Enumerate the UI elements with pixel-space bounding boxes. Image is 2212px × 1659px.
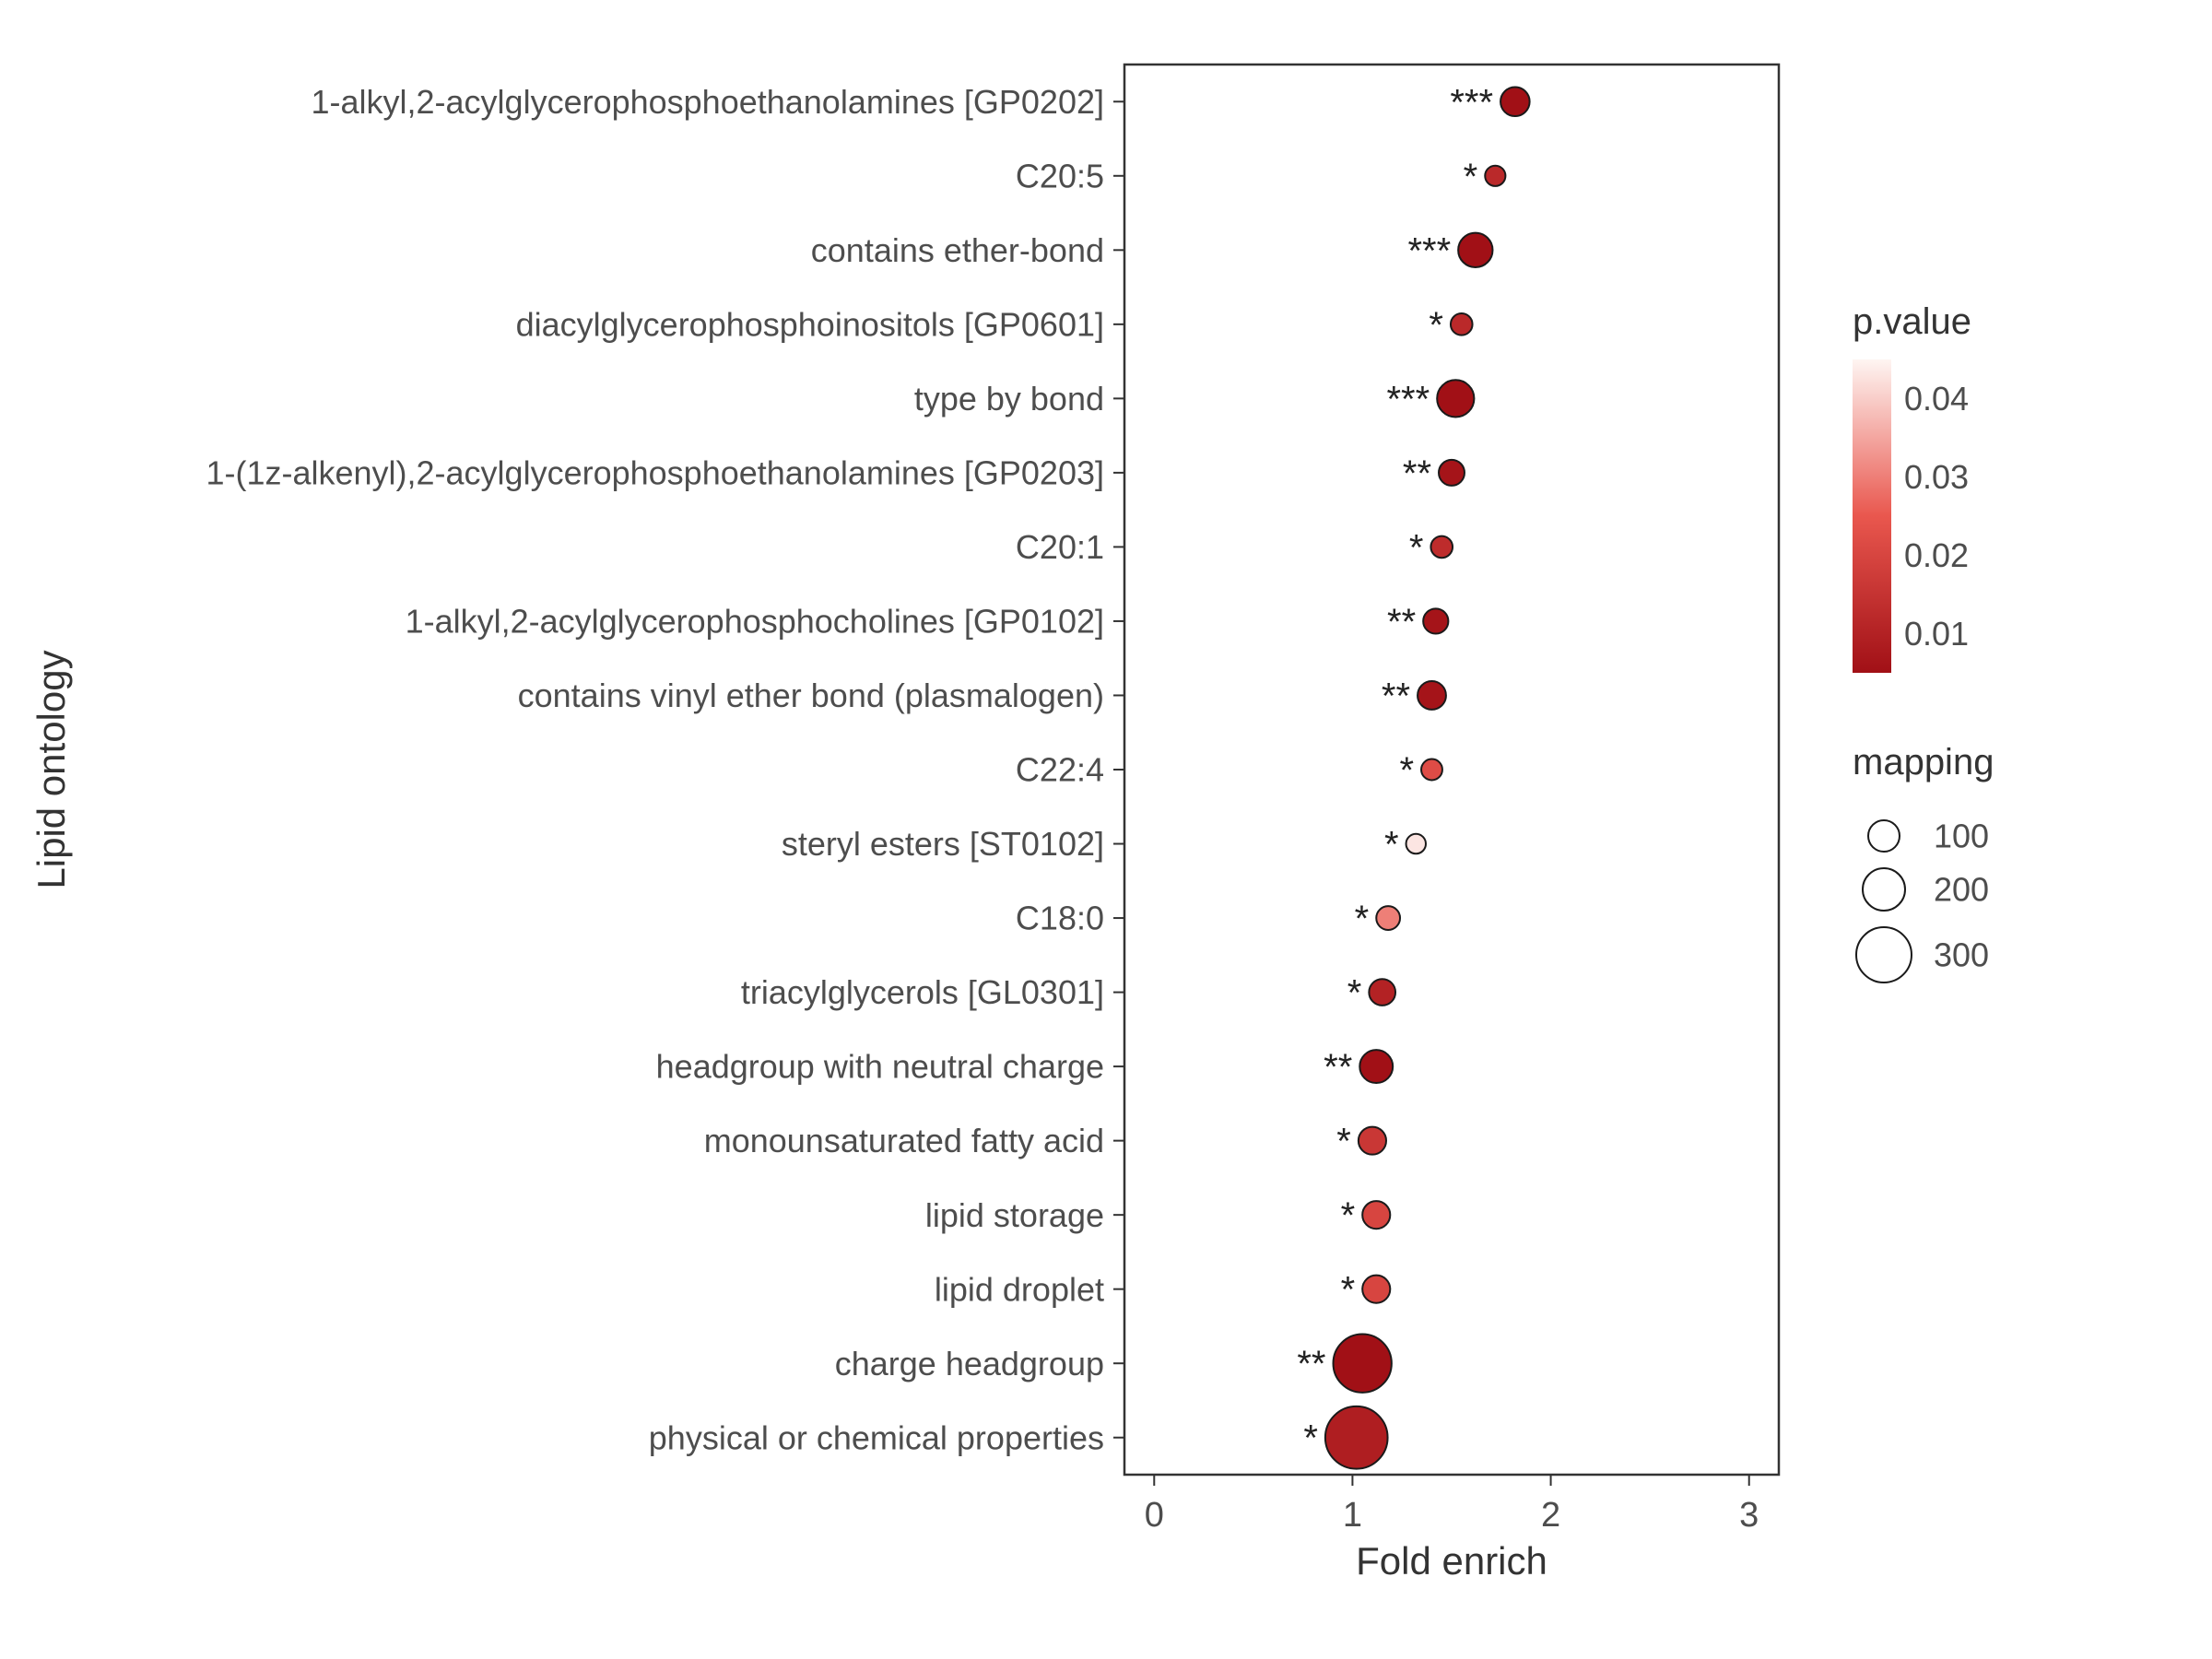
significance-mark: * xyxy=(1429,305,1443,346)
legend-size-point xyxy=(1868,820,1900,852)
x-tick-label: 2 xyxy=(1541,1496,1560,1535)
data-point xyxy=(1359,1127,1386,1155)
data-point xyxy=(1500,87,1530,116)
data-point xyxy=(1421,759,1442,781)
data-point xyxy=(1430,536,1453,559)
legend-color-tick: 0.03 xyxy=(1904,458,1969,496)
significance-mark: * xyxy=(1399,750,1414,791)
significance-mark: * xyxy=(1355,899,1370,939)
y-tick-label: physical or chemical properties xyxy=(649,1418,1104,1456)
significance-mark: * xyxy=(1336,1122,1351,1162)
y-tick-label: lipid storage xyxy=(925,1196,1104,1234)
legend-size-point xyxy=(1856,927,1912,982)
y-tick-label: C20:1 xyxy=(1016,528,1104,566)
data-point xyxy=(1418,681,1446,710)
significance-mark: * xyxy=(1384,825,1399,865)
y-tick-label: 1-alkyl,2-acylglycerophosphocholines [GP… xyxy=(406,603,1104,641)
y-tick-label: triacylglycerols [GL0301] xyxy=(741,973,1104,1011)
significance-mark: * xyxy=(1409,527,1424,568)
y-tick-label: diacylglycerophosphoinositols [GP0601] xyxy=(516,305,1104,343)
legend-color-title: p.value xyxy=(1853,301,1971,342)
data-point xyxy=(1406,834,1426,853)
data-point xyxy=(1369,979,1395,1006)
significance-mark: ** xyxy=(1324,1047,1352,1088)
data-point xyxy=(1376,906,1400,930)
y-tick-label: C20:5 xyxy=(1016,157,1104,194)
significance-mark: *** xyxy=(1450,82,1493,123)
x-tick-label: 0 xyxy=(1145,1496,1164,1535)
significance-mark: *** xyxy=(1386,379,1430,419)
data-point xyxy=(1458,233,1492,267)
significance-mark: *** xyxy=(1407,230,1451,271)
legend-color-tick: 0.02 xyxy=(1904,536,1969,574)
plot-panel xyxy=(1124,65,1779,1475)
significance-mark: ** xyxy=(1387,602,1416,642)
x-axis-title: Fold enrich xyxy=(1356,1539,1547,1583)
legend-color-tick: 0.01 xyxy=(1904,615,1969,653)
data-point xyxy=(1362,1201,1390,1229)
legend-color-tick: 0.04 xyxy=(1904,380,1969,418)
chart-container: { "chart": { "type": "dotplot", "backgro… xyxy=(0,0,2212,1659)
data-point xyxy=(1439,460,1465,486)
chart-svg: 0 1 2 3 Fold enrich 1-alkyl,2-acylglycerophos… xyxy=(0,0,2212,1659)
legend-size-label: 300 xyxy=(1934,936,1989,974)
significance-mark: * xyxy=(1347,973,1362,1014)
significance-mark: ** xyxy=(1382,676,1410,716)
y-tick-label: steryl esters [ST0102] xyxy=(782,825,1104,863)
data-point xyxy=(1362,1276,1390,1303)
data-point xyxy=(1334,1335,1392,1393)
y-tick-label: C22:4 xyxy=(1016,751,1104,789)
data-point xyxy=(1325,1406,1388,1469)
y-tick-label: type by bond xyxy=(914,380,1104,418)
legend-size-label: 100 xyxy=(1934,818,1989,855)
y-tick-label: 1-alkyl,2-acylglycerophosphoethanolamine… xyxy=(311,83,1104,121)
legend-size-point xyxy=(1863,868,1905,911)
data-point xyxy=(1423,608,1448,633)
y-tick-label: monounsaturated fatty acid xyxy=(704,1122,1104,1159)
legend-size-title: mapping xyxy=(1853,742,1994,782)
significance-mark: * xyxy=(1303,1418,1318,1459)
y-tick-label: headgroup with neutral charge xyxy=(656,1048,1104,1086)
data-point xyxy=(1485,166,1505,186)
significance-mark: * xyxy=(1341,1195,1356,1236)
y-tick-label: C18:0 xyxy=(1016,900,1104,937)
significance-mark: * xyxy=(1464,157,1478,197)
legend-size-label: 200 xyxy=(1934,871,1989,909)
data-point xyxy=(1437,380,1474,417)
x-tick-label: 1 xyxy=(1343,1496,1362,1535)
y-tick-label: contains ether-bond xyxy=(811,231,1104,269)
x-tick-label: 3 xyxy=(1739,1496,1759,1535)
significance-mark: * xyxy=(1341,1270,1356,1311)
data-point xyxy=(1359,1050,1393,1083)
data-point xyxy=(1451,313,1473,335)
y-tick-label: charge headgroup xyxy=(835,1345,1104,1382)
y-tick-label: lipid droplet xyxy=(935,1270,1104,1308)
y-tick-label: 1-(1z-alkenyl),2-acylglycerophosphoethan… xyxy=(206,453,1104,491)
legend-color-bar xyxy=(1853,359,1891,673)
y-tick-label: contains vinyl ether bond (plasmalogen) xyxy=(518,677,1104,714)
y-axis-title: Lipid ontology xyxy=(29,650,73,888)
significance-mark: ** xyxy=(1403,453,1431,494)
significance-mark: ** xyxy=(1297,1344,1325,1384)
